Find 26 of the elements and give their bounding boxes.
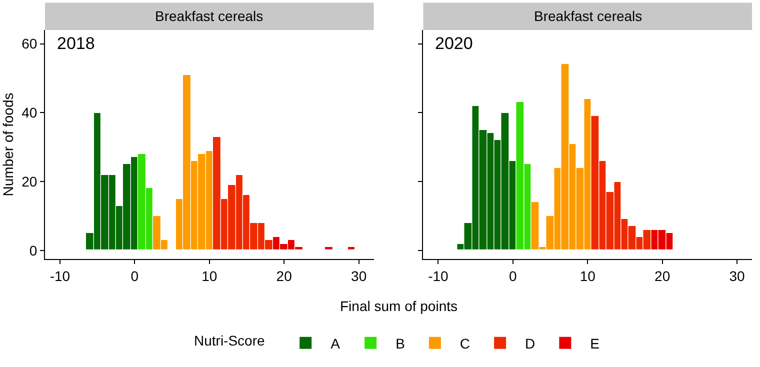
legend-label: D xyxy=(525,335,536,352)
x-tick-label: -10 xyxy=(428,268,449,284)
legend-label: A xyxy=(330,335,341,352)
x-tick-label: 30 xyxy=(351,268,367,284)
annotation: 2020 xyxy=(435,34,473,53)
legend-label: E xyxy=(590,335,600,352)
x-tick-label: 0 xyxy=(130,268,139,284)
x-tick-label: 10 xyxy=(580,268,596,284)
x-axis-title: Final sum of points xyxy=(340,298,458,314)
y-tick-label: 20 xyxy=(22,173,38,190)
legend-title: Nutri-Score xyxy=(194,332,273,348)
legend-label: B xyxy=(396,335,405,352)
chart-title: Breakfast cereals xyxy=(155,8,264,24)
annotation: 2018 xyxy=(57,34,95,53)
x-tick-label: -10 xyxy=(50,268,70,284)
y-tick-label: 0 xyxy=(29,242,38,258)
x-tick-label: 10 xyxy=(202,268,218,284)
y-axis-title: Number of foods xyxy=(0,92,16,196)
y-tick-label: 60 xyxy=(22,36,38,52)
x-tick-label: 20 xyxy=(276,268,292,284)
x-tick-label: 20 xyxy=(654,268,670,284)
x-tick-label: 0 xyxy=(509,268,518,284)
x-tick-label: 30 xyxy=(729,268,746,284)
y-tick-label: 40 xyxy=(22,104,38,121)
chart-title: Breakfast cereals xyxy=(534,8,642,24)
legend-label: C xyxy=(460,335,470,352)
